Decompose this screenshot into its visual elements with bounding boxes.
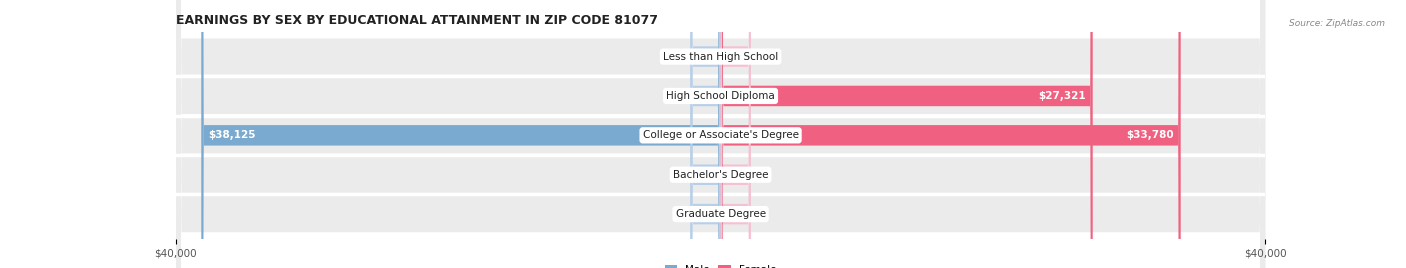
Text: $0: $0 (675, 209, 688, 219)
Text: EARNINGS BY SEX BY EDUCATIONAL ATTAINMENT IN ZIP CODE 81077: EARNINGS BY SEX BY EDUCATIONAL ATTAINMEN… (176, 14, 658, 27)
FancyBboxPatch shape (201, 0, 721, 268)
FancyBboxPatch shape (176, 0, 1265, 268)
Text: $0: $0 (754, 170, 766, 180)
FancyBboxPatch shape (690, 0, 721, 268)
FancyBboxPatch shape (721, 0, 751, 268)
FancyBboxPatch shape (690, 0, 721, 268)
Text: Source: ZipAtlas.com: Source: ZipAtlas.com (1289, 19, 1385, 28)
Legend: Male, Female: Male, Female (661, 260, 780, 268)
FancyBboxPatch shape (721, 0, 751, 268)
Text: $27,321: $27,321 (1039, 91, 1087, 101)
Text: Graduate Degree: Graduate Degree (675, 209, 766, 219)
Text: $38,125: $38,125 (208, 130, 256, 140)
Text: High School Diploma: High School Diploma (666, 91, 775, 101)
FancyBboxPatch shape (690, 0, 721, 268)
FancyBboxPatch shape (721, 0, 1181, 268)
FancyBboxPatch shape (721, 0, 751, 268)
Text: $0: $0 (675, 51, 688, 62)
Text: College or Associate's Degree: College or Associate's Degree (643, 130, 799, 140)
Text: $0: $0 (754, 209, 766, 219)
Text: $0: $0 (675, 91, 688, 101)
FancyBboxPatch shape (176, 0, 1265, 268)
FancyBboxPatch shape (721, 0, 1092, 268)
Text: Bachelor's Degree: Bachelor's Degree (673, 170, 768, 180)
Text: $0: $0 (675, 170, 688, 180)
Text: $33,780: $33,780 (1126, 130, 1174, 140)
FancyBboxPatch shape (176, 0, 1265, 268)
FancyBboxPatch shape (176, 0, 1265, 268)
Text: Less than High School: Less than High School (664, 51, 778, 62)
FancyBboxPatch shape (690, 0, 721, 268)
Text: $0: $0 (754, 51, 766, 62)
FancyBboxPatch shape (176, 0, 1265, 268)
